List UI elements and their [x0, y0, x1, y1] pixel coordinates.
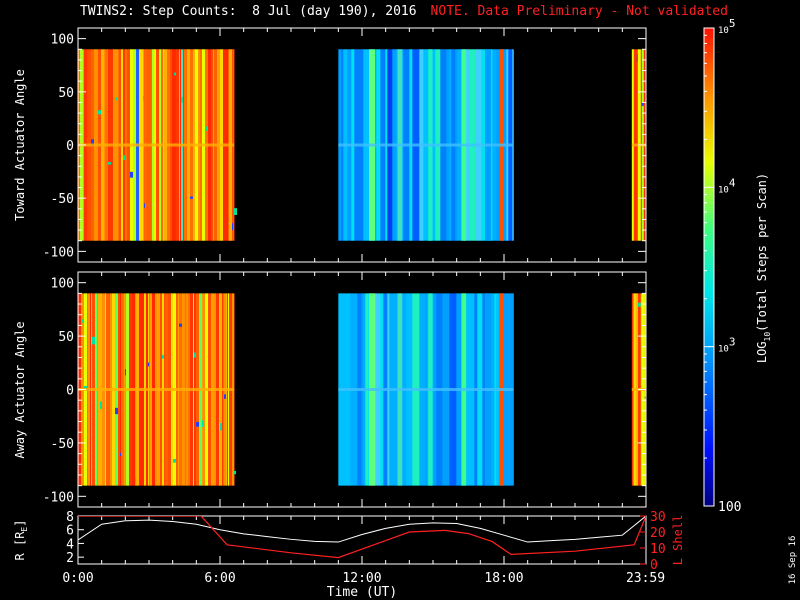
heatmap-speckle — [232, 223, 233, 231]
x-tick-label: 6:00 — [204, 571, 235, 586]
heatmap-speckle — [144, 203, 145, 208]
chart-title: TWINS2: Step Counts: 8 Jul (day 190), 20… — [80, 4, 417, 19]
y-tick-label: 50 — [58, 330, 74, 345]
bottom-y-axis-label: Away Actuator Angle — [13, 321, 27, 458]
y-tick-label: 0 — [66, 384, 74, 399]
heatmap-speckle — [205, 126, 208, 131]
colorbar-tick-label: 104 — [718, 176, 736, 195]
heatmap-speckle — [194, 352, 196, 358]
colorbar-tick-label: 105 — [718, 17, 735, 36]
colorbar-ticks: 105 104 103 100 — [704, 17, 741, 515]
y-tick-label: 100 — [51, 277, 74, 292]
heatmap-speckle — [220, 423, 222, 431]
r-tick-label: 8 — [66, 510, 74, 525]
y-tick-label: -100 — [43, 490, 74, 505]
l-tick-label: 30 — [650, 510, 666, 525]
l-tick-label: 20 — [650, 526, 666, 541]
heatmap-speckle — [100, 401, 102, 409]
heatmap-zero-row — [338, 143, 514, 147]
x-tick-label: 0:00 — [62, 571, 93, 586]
heatmap-speckle — [108, 162, 111, 165]
away-angle-heatmap — [78, 293, 646, 486]
heatmap-speckle — [174, 72, 176, 76]
heatmap-zero-row — [78, 388, 235, 391]
y-tick-label: -50 — [51, 437, 74, 452]
preliminary-note: NOTE. Data Preliminary - Not validated — [430, 4, 728, 19]
heatmap-column — [234, 49, 235, 241]
heatmap-speckle — [143, 95, 144, 101]
l-tick-label: 0 — [650, 558, 658, 573]
heatmap-column — [234, 293, 235, 486]
colorbar-label: LOG10(Total Steps per Scan) — [755, 173, 772, 363]
heatmap-speckle — [115, 97, 118, 101]
heatmap-speckle — [196, 421, 199, 427]
heatmap-speckle — [130, 171, 133, 178]
l-shell-axis-label: L Shell — [671, 515, 685, 566]
heatmap-speckle — [202, 420, 203, 428]
y-tick-label: -50 — [51, 192, 74, 207]
y-tick-label: 0 — [66, 139, 74, 154]
top-y-axis-label: Toward Actuator Angle — [13, 69, 27, 221]
r-series-line — [78, 516, 646, 543]
heatmap-speckle — [123, 155, 125, 161]
heatmap-speckle — [92, 336, 95, 345]
heatmap-speckle — [148, 362, 149, 367]
y-tick-label: -100 — [43, 245, 74, 260]
r-tick-label: 2 — [66, 551, 74, 566]
r-tick-label: 6 — [66, 524, 74, 539]
x-tick-label: 23:59 — [626, 571, 665, 586]
top-panel-axes: 100 50 0 -50 -100 — [43, 27, 647, 263]
toward-angle-heatmap — [78, 49, 646, 241]
r-axis-label: R [RE] — [13, 520, 29, 561]
x-tick-label: 18:00 — [484, 571, 523, 586]
heatmap-speckle — [224, 394, 226, 399]
l-shell-series-line — [78, 516, 646, 559]
colorbar-tick-label: 103 — [718, 336, 735, 355]
colorbar-tick-label: 100 — [718, 500, 741, 515]
heatmap-speckle — [98, 110, 101, 115]
heatmap-speckle — [135, 477, 136, 483]
heatmap-speckle — [91, 139, 94, 146]
heatmap-speckle — [84, 385, 87, 390]
chart-title-row: TWINS2: Step Counts: 8 Jul (day 190), 20… — [80, 4, 728, 19]
heatmap-speckle — [644, 396, 646, 399]
heatmap-speckle — [641, 102, 644, 106]
heatmap-speckle — [636, 54, 638, 62]
heatmap-zero-row — [338, 388, 514, 391]
heatmap-speckle — [173, 458, 176, 463]
heatmap-zero-row — [78, 143, 235, 147]
heatmap-speckle — [179, 323, 182, 327]
heatmap-speckle — [234, 208, 237, 216]
y-tick-label: 50 — [58, 86, 74, 101]
heatmap-speckle — [115, 407, 118, 415]
l-tick-label: 10 — [650, 542, 666, 557]
heatmap-speckle — [162, 354, 164, 359]
heatmap-speckle — [234, 470, 236, 475]
date-stamp: 16 Sep 16 — [788, 536, 798, 585]
bottom-panel-axes: 100 50 0 -50 -100 — [43, 271, 647, 508]
heatmap-speckle — [120, 452, 121, 456]
x-tick-label: 12:00 — [342, 571, 381, 586]
heatmap-speckle — [81, 319, 84, 323]
heatmap-speckle — [190, 196, 193, 199]
heatmap-speckle — [637, 302, 641, 307]
colorbar-gradient — [704, 28, 714, 506]
x-axis-label: Time (UT) — [327, 585, 397, 600]
heatmap-speckle — [181, 97, 183, 103]
heatmap-speckle — [125, 369, 126, 376]
y-tick-label: 100 — [51, 33, 74, 48]
r-tick-label: 4 — [66, 537, 74, 552]
